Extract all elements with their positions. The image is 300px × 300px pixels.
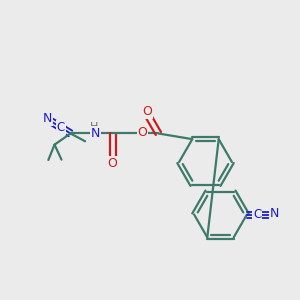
- Text: N: N: [270, 207, 280, 220]
- Text: O: O: [138, 126, 147, 139]
- Text: O: O: [108, 157, 117, 170]
- Text: O: O: [142, 105, 152, 118]
- Text: C: C: [253, 208, 262, 221]
- Text: N: N: [43, 112, 52, 125]
- Text: H: H: [90, 122, 99, 132]
- Text: N: N: [91, 127, 100, 140]
- Text: C: C: [57, 121, 65, 134]
